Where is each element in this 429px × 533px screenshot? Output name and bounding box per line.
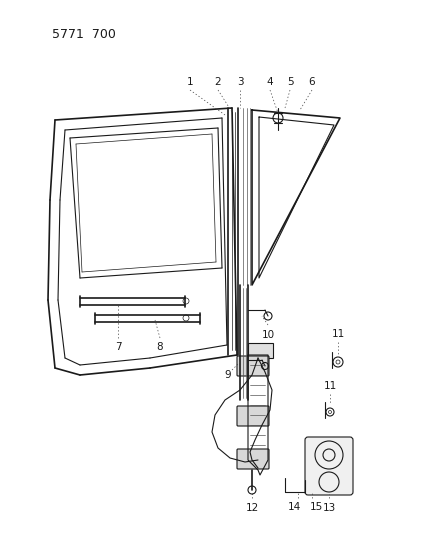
Bar [248, 343, 273, 358]
Text: 13: 13 [322, 503, 335, 513]
Text: 3: 3 [237, 77, 243, 87]
Text: 1: 1 [187, 77, 193, 87]
Circle shape [336, 360, 340, 364]
Text: 5: 5 [287, 77, 293, 87]
Text: 5771  700: 5771 700 [52, 28, 116, 42]
Text: 9: 9 [225, 370, 231, 380]
Text: 12: 12 [245, 503, 259, 513]
Text: 2: 2 [214, 77, 221, 87]
Circle shape [329, 410, 332, 414]
FancyBboxPatch shape [237, 449, 269, 469]
Text: 10: 10 [261, 330, 275, 340]
Text: 6: 6 [309, 77, 315, 87]
Text: 14: 14 [287, 502, 301, 512]
Text: 15: 15 [309, 502, 323, 512]
FancyBboxPatch shape [237, 356, 269, 376]
Text: 7: 7 [115, 342, 121, 352]
FancyBboxPatch shape [305, 437, 353, 495]
Text: 11: 11 [323, 381, 337, 391]
Text: 4: 4 [267, 77, 273, 87]
FancyBboxPatch shape [237, 406, 269, 426]
Text: 8: 8 [157, 342, 163, 352]
Text: 11: 11 [331, 329, 344, 339]
